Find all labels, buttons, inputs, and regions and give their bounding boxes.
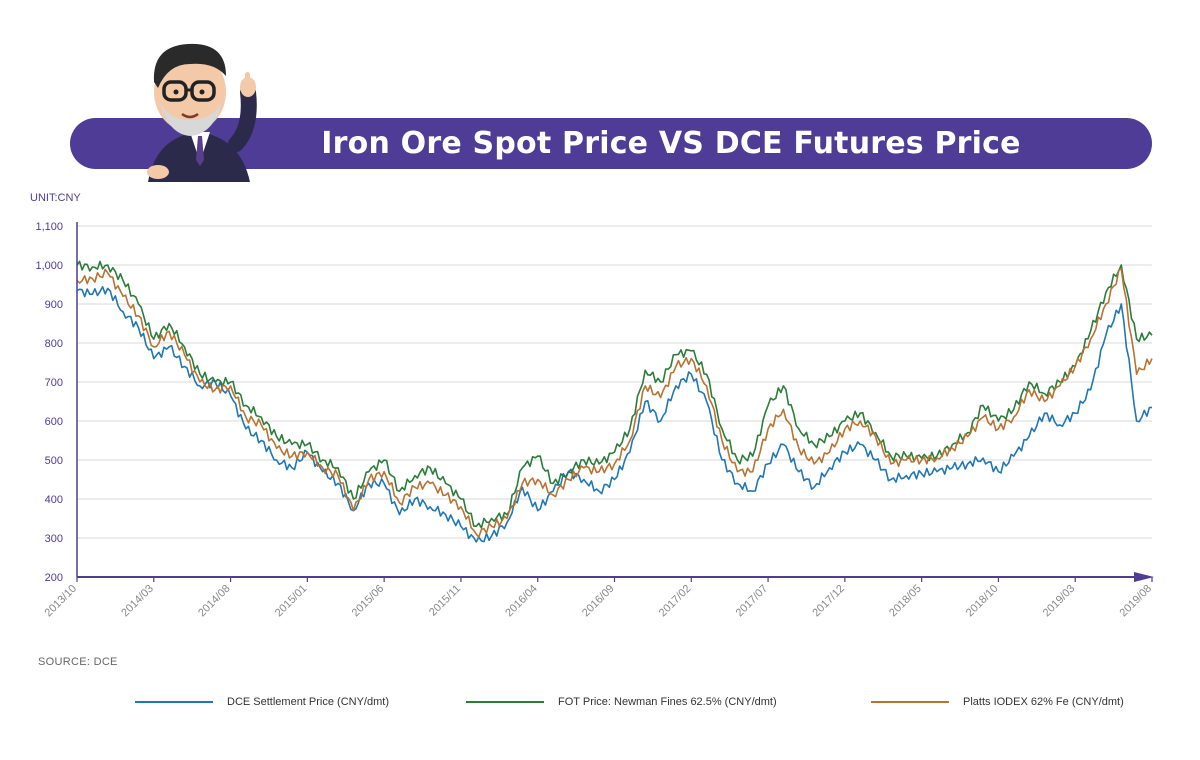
- y-tick-label: 500: [45, 455, 63, 467]
- series-line-2: [76, 260, 1153, 529]
- axes: [76, 222, 1154, 582]
- legend-item-2: FOT Price: Newman Fines 62.5% (CNY/dmt): [466, 692, 777, 712]
- y-tick-label: 900: [45, 299, 63, 311]
- x-tick-label: 2017/12: [810, 583, 847, 620]
- x-tick-label: 2014/03: [119, 583, 156, 620]
- x-tick-label: 2013/10: [43, 583, 80, 620]
- x-tick-label: 2018/05: [887, 583, 924, 620]
- title-banner: Iron Ore Spot Price VS DCE Futures Price: [70, 118, 1152, 169]
- x-axis-ticks: 2013/10 2014/03 2014/08 2015/01 2015/06 2015/…: [43, 577, 1155, 620]
- y-tick-label: 200: [45, 572, 63, 584]
- legend-item-1: DCE Settlement Price (CNY/dmt): [135, 692, 389, 712]
- series-line-3: [76, 268, 1153, 538]
- y-tick-label: 700: [45, 377, 63, 389]
- y-tick-label: 600: [45, 416, 63, 428]
- legend-swatch: [135, 701, 213, 703]
- x-tick-label: 2017/02: [657, 583, 694, 620]
- x-tick-label: 2016/09: [580, 583, 617, 620]
- y-tick-label: 800: [45, 338, 63, 350]
- legend-item-3: Platts IODEX 62% Fe (CNY/dmt): [871, 692, 1124, 712]
- x-tick-label: 2018/10: [964, 583, 1001, 620]
- legend-swatch: [871, 701, 949, 703]
- y-tick-label: 1,000: [35, 260, 63, 272]
- gridlines: [77, 225, 1152, 539]
- legend-swatch: [466, 701, 544, 703]
- series-line-1: [76, 286, 1153, 543]
- x-tick-label: 2014/08: [196, 583, 233, 620]
- chart-title: Iron Ore Spot Price VS DCE Futures Price: [321, 126, 1021, 161]
- legend-label: FOT Price: Newman Fines 62.5% (CNY/dmt): [558, 696, 777, 708]
- legend-label: DCE Settlement Price (CNY/dmt): [227, 696, 389, 708]
- x-tick-label: 2017/07: [734, 583, 771, 620]
- legend: DCE Settlement Price (CNY/dmt) FOT Price:…: [0, 692, 1200, 712]
- x-tick-label: 2015/11: [427, 583, 463, 619]
- y-tick-label: 400: [45, 494, 63, 506]
- x-tick-label: 2015/01: [273, 583, 310, 620]
- x-tick-label: 2019/03: [1041, 583, 1078, 620]
- x-tick-label: 2016/04: [503, 583, 540, 620]
- mascot-illustration: [147, 43, 257, 182]
- y-tick-label: 1,100: [35, 221, 63, 233]
- y-axis-ticks: 200 300 400 500 600 700 800 900 1,000 1,100: [35, 221, 63, 584]
- source-label: SOURCE: DCE: [38, 656, 118, 668]
- y-tick-label: 300: [45, 533, 63, 545]
- line-chart: 200 300 400 500 600 700 800 900 1,000 1,100 2013/…: [35, 221, 1155, 620]
- unit-label: UNIT:CNY: [30, 192, 81, 204]
- series-lines: [76, 260, 1153, 543]
- x-axis-arrow-icon: [1134, 572, 1154, 582]
- legend-label: Platts IODEX 62% Fe (CNY/dmt): [963, 696, 1124, 708]
- x-tick-label: 2019/08: [1118, 583, 1155, 620]
- x-tick-label: 2015/06: [350, 583, 387, 620]
